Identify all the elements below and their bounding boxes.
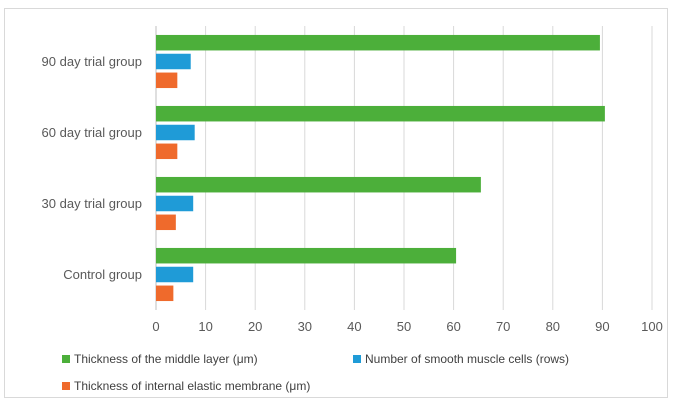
legend-label-elastic-membrane: Thickness of internal elastic membrane (… [74, 379, 311, 393]
x-tick-label: 80 [546, 319, 560, 334]
bar [156, 53, 191, 70]
legend-item-elastic-membrane: Thickness of internal elastic membrane (… [62, 379, 310, 393]
x-tick-label: 90 [595, 319, 609, 334]
category-label: 60 day trial group [42, 125, 142, 140]
legend-label-middle-layer: Thickness of the middle layer (μm) [74, 352, 258, 366]
x-tick-label: 20 [248, 319, 262, 334]
x-tick-label: 70 [496, 319, 510, 334]
legend-item-middle-layer: Thickness of the middle layer (μm) [62, 352, 258, 366]
bar [156, 176, 481, 193]
x-tick-label: 0 [152, 319, 159, 334]
x-tick-label: 40 [347, 319, 361, 334]
x-tick-label: 50 [397, 319, 411, 334]
bar [156, 195, 194, 212]
legend-swatch-elastic-membrane [62, 382, 70, 390]
bar [156, 143, 178, 160]
x-tick-label: 10 [198, 319, 212, 334]
bar [156, 105, 605, 122]
bar [156, 124, 195, 141]
category-label: Control group [63, 267, 142, 282]
x-tick-label: 100 [641, 319, 663, 334]
legend-swatch-smooth-muscle [353, 355, 361, 363]
legend-label-smooth-muscle: Number of smooth muscle cells (rows) [365, 352, 570, 366]
bar [156, 72, 178, 89]
bar [156, 214, 176, 231]
x-tick-label: 30 [298, 319, 312, 334]
legend-item-smooth-muscle: Number of smooth muscle cells (rows) [353, 352, 569, 366]
bar [156, 34, 600, 51]
bar [156, 247, 457, 264]
category-label: 90 day trial group [42, 54, 142, 69]
legend-swatch-middle-layer [62, 355, 70, 363]
bar [156, 285, 174, 302]
chart-frame [4, 8, 668, 398]
category-label: 30 day trial group [42, 196, 142, 211]
x-tick-label: 60 [446, 319, 460, 334]
bar [156, 266, 194, 283]
